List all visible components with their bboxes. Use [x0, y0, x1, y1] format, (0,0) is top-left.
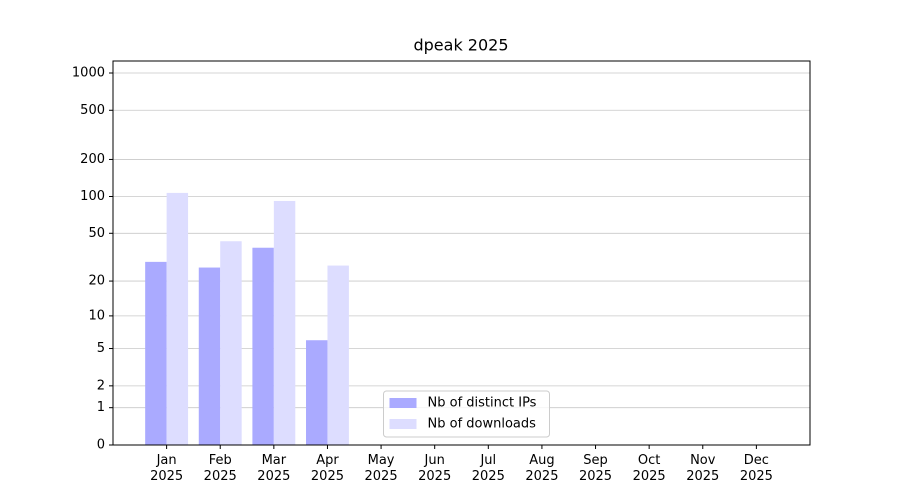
bar — [166, 192, 189, 445]
y-tick-label: 2 — [97, 378, 105, 393]
y-tick-label: 1000 — [72, 66, 105, 81]
y-tick-label: 50 — [88, 226, 105, 241]
y-tick-label: 100 — [80, 189, 105, 204]
bar — [327, 265, 349, 445]
x-tick-label: Jun 2025 — [418, 453, 452, 484]
bar — [306, 340, 328, 445]
y-tick-label: 10 — [88, 308, 105, 323]
plot-frame — [112, 60, 811, 446]
x-tick-label: May 2025 — [364, 453, 398, 484]
x-tick-label: Sep 2025 — [578, 453, 613, 484]
legend-box — [383, 390, 550, 438]
x-tick-label: Aug 2025 — [525, 453, 559, 484]
bar — [273, 200, 296, 445]
bar — [220, 241, 242, 445]
legend-label: Nb of distinct IPs — [428, 396, 537, 411]
y-tick-label: 5 — [97, 341, 105, 356]
x-tick-label: Mar 2025 — [257, 453, 291, 484]
y-tick-label: 200 — [80, 152, 105, 167]
x-tick-label: Dec 2025 — [739, 453, 773, 484]
x-tick-label: Oct 2025 — [632, 453, 666, 484]
bar — [252, 247, 274, 445]
x-tick-label: Jan 2025 — [150, 453, 184, 484]
legend-swatch — [389, 419, 417, 429]
x-tick-label: Jul 2025 — [471, 453, 505, 484]
x-tick-label: Feb 2025 — [203, 453, 237, 484]
legend-swatch — [389, 398, 417, 408]
y-tick-label: 0 — [97, 438, 105, 453]
bar — [198, 267, 221, 445]
bar — [145, 261, 167, 445]
y-tick-label: 500 — [80, 103, 105, 118]
y-tick-label: 1 — [97, 400, 105, 415]
x-tick-label: Apr 2025 — [310, 453, 344, 484]
legend-label: Nb of downloads — [428, 417, 537, 432]
chart-title: dpeak 2025 — [413, 36, 508, 55]
x-tick-label: Nov 2025 — [686, 453, 720, 484]
y-tick-label: 20 — [88, 274, 105, 289]
